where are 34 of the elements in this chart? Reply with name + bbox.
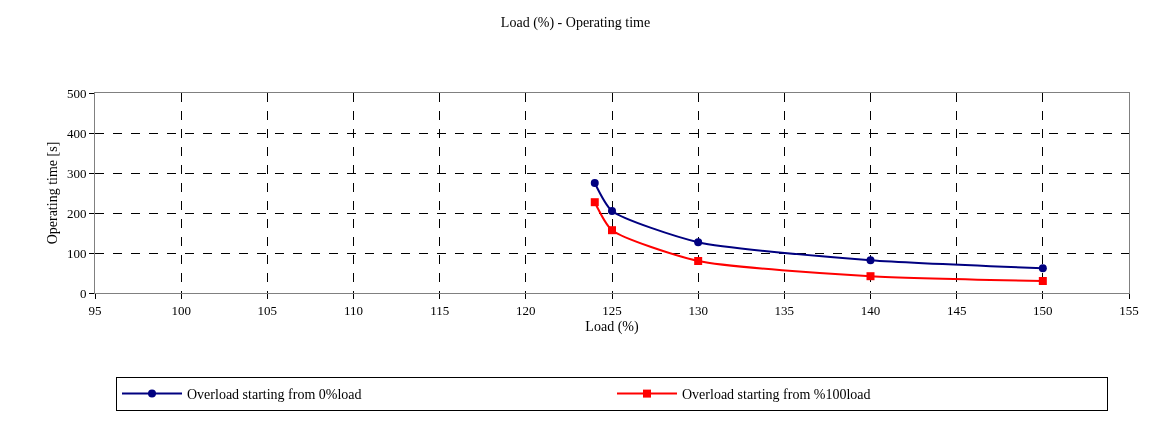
x-tick-label: 95 (88, 302, 102, 318)
point (694, 257, 703, 265)
x-tick-label: 105 (257, 302, 278, 318)
x-tick-label: 115 (430, 302, 450, 318)
point (866, 256, 875, 265)
x-tick-label: 135 (774, 302, 795, 318)
y-tick-label: 100 (66, 245, 87, 261)
point (608, 226, 616, 235)
legend-label: Overload starting from 0%load (187, 387, 362, 403)
x-tick-label: 150 (1033, 302, 1053, 318)
x-tick-label: 100 (171, 302, 191, 318)
point (1038, 277, 1047, 285)
y-tick-label: 500 (66, 85, 87, 101)
point (590, 198, 599, 207)
point (590, 179, 599, 187)
y-tick-label: 400 (66, 125, 87, 141)
x-tick-label: 140 (860, 302, 881, 318)
x-tick-label: 120 (516, 302, 536, 318)
x-tick-label: 125 (602, 302, 622, 318)
point (1038, 264, 1047, 273)
x-tick-label: 155 (1119, 302, 1139, 318)
y-tick-label: 300 (66, 165, 87, 181)
point (694, 238, 703, 247)
x-tick-label: 130 (688, 302, 708, 318)
point (608, 207, 616, 215)
y-tick-label: 200 (66, 205, 87, 221)
x-tick-label: 145 (946, 302, 967, 318)
y-axis-title: Operating time [s] (44, 141, 60, 245)
point (866, 272, 875, 281)
y-tick-label: 0 (79, 285, 87, 301)
x-tick-label: 110 (343, 302, 364, 318)
x-axis-title: Load (%) (585, 318, 639, 335)
legend-label: Overload starting from %100load (682, 387, 871, 403)
chart-title: Load (%) - Operating time (500, 15, 651, 32)
